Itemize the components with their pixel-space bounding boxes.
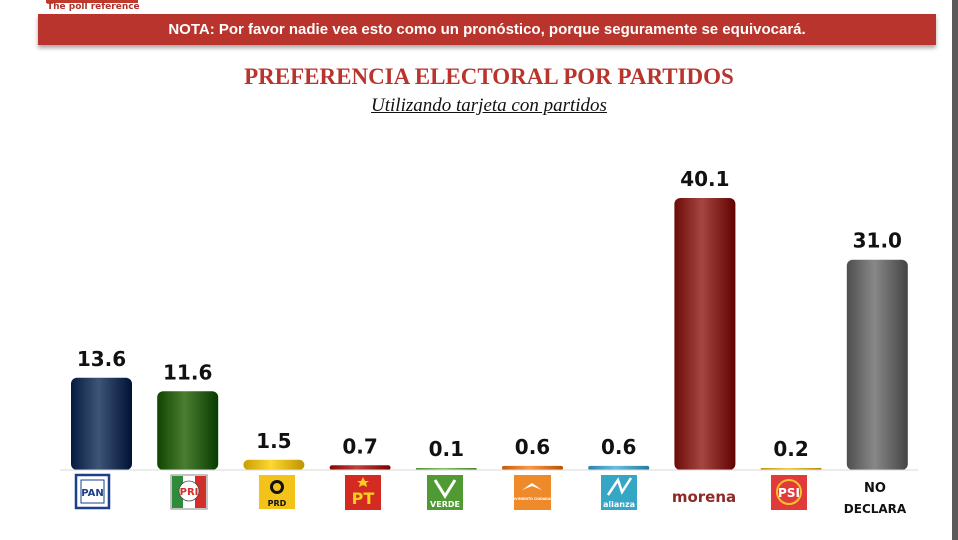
no-declara-line2: DECLARA — [844, 502, 907, 516]
value-label-psi: 0.2 — [773, 437, 808, 461]
bar-pt — [329, 465, 391, 470]
psi-logo: PSI — [771, 475, 807, 510]
disclaimer-banner: NOTA: Por favor nadie vea esto como un p… — [38, 14, 936, 45]
verde-logo: VERDE — [427, 475, 463, 510]
no-declara-label: NO DECLARA — [844, 481, 907, 516]
pt-logo: PT — [345, 475, 381, 510]
window-frame-edge — [952, 0, 958, 540]
psi-logo-text: PSI — [778, 486, 800, 500]
logo-bar — [46, 0, 138, 3]
prd-logo-text: PRD — [268, 499, 287, 508]
value-label-verde: 0.1 — [429, 437, 464, 461]
alianza-logo-text: alianza — [603, 500, 635, 509]
bar-prd — [243, 459, 305, 470]
mc-logo-text: MOVIMIENTO CIUDADANO — [509, 497, 556, 501]
value-label-prd: 1.5 — [256, 429, 291, 453]
pri-logo-text: PRI — [180, 487, 199, 498]
value-label-pan: 13.6 — [77, 347, 126, 371]
value-label-pt: 0.7 — [342, 434, 377, 458]
prd-logo: PRD — [259, 475, 295, 509]
verde-logo-text: VERDE — [430, 500, 460, 509]
pan-logo-text: PAN — [81, 488, 104, 499]
morena-logo: morena — [672, 488, 736, 506]
chart-subtitle: Utilizando tarjeta con partidos — [371, 95, 607, 116]
value-label-morena: 40.1 — [680, 167, 729, 191]
value-label-alianza: 0.6 — [601, 435, 636, 459]
bar-pri — [157, 391, 219, 470]
value-label-pri: 11.6 — [163, 360, 212, 384]
pt-logo-text: PT — [352, 489, 375, 508]
bar-pan — [71, 377, 132, 470]
bar-movimiento-ciudadano — [502, 465, 563, 470]
bar-alianza — [588, 465, 650, 470]
pri-logo: PRI — [170, 474, 208, 510]
morena-logo-text: morena — [672, 488, 736, 506]
no-declara-line1: NO — [864, 481, 886, 496]
pan-logo: PAN — [74, 473, 111, 510]
value-label-no-declara: 31.0 — [853, 229, 902, 253]
poll-reference-logo: The poll reference — [46, 0, 142, 14]
alianza-logo: alianza — [601, 475, 637, 510]
chart-title: PREFERENCIA ELECTORAL POR PARTIDOS — [244, 64, 734, 89]
value-label-movimiento-ciudadano: 0.6 — [515, 435, 550, 459]
movimiento-ciudadano-logo: MOVIMIENTO CIUDADANO — [509, 475, 556, 510]
logo-text: The poll reference — [47, 2, 140, 12]
bar-morena — [674, 198, 736, 470]
bar-no-declara — [846, 259, 908, 470]
party-logos: PAN PRI PRD PT VERDE — [74, 473, 907, 516]
